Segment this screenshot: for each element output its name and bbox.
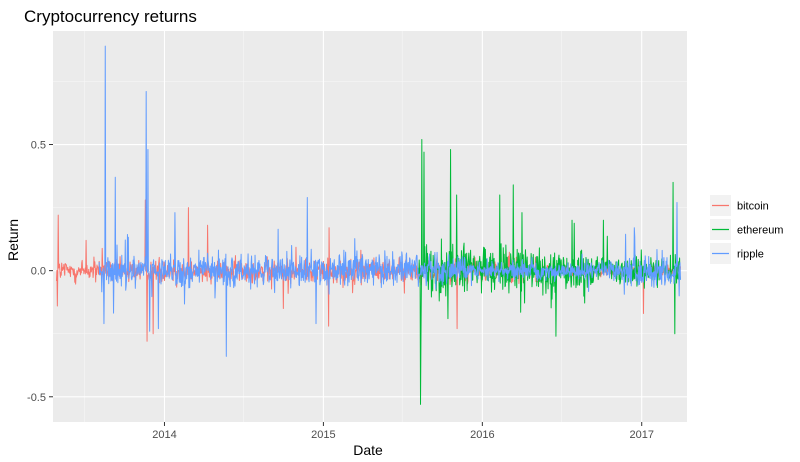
y-axis-title: Return	[5, 219, 21, 261]
x-axis-title: Date	[353, 442, 383, 458]
y-axis: -0.5 0.0 0.5	[27, 140, 53, 404]
y-tick-label: 0.5	[31, 140, 46, 152]
legend: bitcoin ethereum ripple	[710, 195, 783, 264]
x-tick-label: 2017	[629, 429, 653, 441]
chart-title: Cryptocurrency returns	[24, 7, 197, 26]
x-axis: 2014 2015 2016 2017	[152, 422, 654, 441]
series-line-ripple	[98, 45, 681, 357]
series-layer	[55, 45, 681, 405]
x-tick-label: 2014	[152, 429, 176, 441]
legend-label-ethereum: ethereum	[737, 225, 783, 237]
series-line-ethereum	[418, 138, 681, 405]
legend-label-bitcoin: bitcoin	[737, 201, 769, 213]
x-tick-label: 2016	[470, 429, 494, 441]
legend-label-ripple: ripple	[737, 249, 764, 261]
x-tick-label: 2015	[311, 429, 335, 441]
y-tick-label: 0.0	[31, 266, 46, 278]
plot-panel	[53, 31, 687, 422]
y-tick-label: -0.5	[27, 392, 46, 404]
grid-minor	[53, 31, 687, 422]
